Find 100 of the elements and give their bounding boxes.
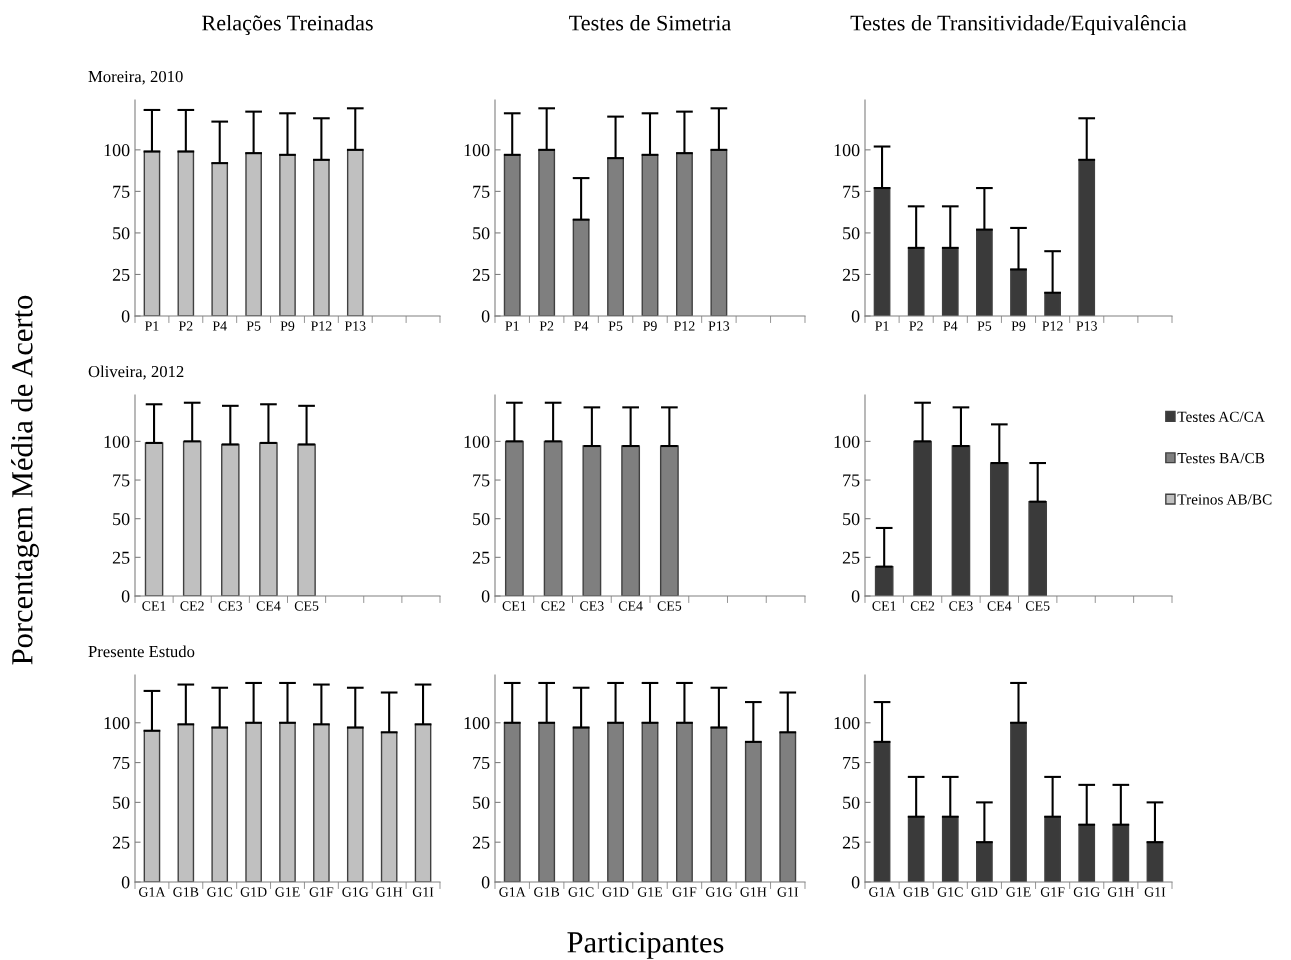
y-tick-label: 75 — [473, 474, 490, 487]
chart-title: Testes de Transitividade/Equivalência — [850, 14, 1187, 36]
x-tick-label: P1 — [505, 321, 519, 331]
y-tick-label: 75 — [843, 757, 860, 770]
y-tick-label: 50 — [113, 227, 130, 240]
chart-subtitle: Oliveira, 2012 — [88, 365, 184, 380]
chart-title: Relações Treinadas — [202, 14, 373, 36]
y-tick-label: 25 — [842, 268, 860, 281]
y-tick-label: 25 — [472, 836, 490, 849]
x-tick-label: P1 — [875, 321, 889, 331]
y-tick-label: 100 — [104, 144, 130, 157]
y-tick-label: 100 — [464, 144, 490, 157]
x-tick-label: CE5 — [657, 601, 682, 611]
y-tick-label: 25 — [112, 551, 130, 564]
x-tick-label: P2 — [178, 321, 193, 331]
x-tick-label: CE5 — [294, 601, 319, 611]
x-tick-label: P4 — [574, 321, 589, 331]
x-tick-label: CE2 — [180, 601, 204, 611]
chart-title: Testes de Simetria — [569, 14, 731, 31]
x-tick-label: P4 — [943, 321, 958, 331]
y-tick-label: 25 — [112, 268, 130, 281]
x-tick-label: P12 — [1042, 321, 1063, 331]
y-tick-label: 50 — [843, 512, 860, 526]
y-tick-label: 50 — [113, 796, 130, 809]
y-tick-label: 25 — [842, 836, 860, 849]
x-tick-label: G1D — [971, 887, 998, 897]
x-tick-label: G1C — [207, 887, 233, 897]
y-tick-label: 50 — [473, 227, 490, 240]
y-tick-label: 75 — [843, 474, 860, 487]
legend-label: Testes BA/CB — [1177, 453, 1265, 464]
legend-label: Treinos AB/BC — [1177, 494, 1272, 505]
x-tick-label: G1D — [602, 887, 629, 897]
y-tick-label: 25 — [842, 551, 860, 564]
x-tick-label: G1E — [1006, 887, 1031, 897]
legend-label: Testes AC/CA — [1177, 411, 1265, 422]
x-tick-label: G1B — [173, 887, 199, 897]
y-tick-label: 75 — [113, 185, 130, 198]
x-tick-label: P13 — [344, 321, 366, 331]
x-tick-label: G1B — [534, 887, 560, 897]
x-tick-label: G1H — [1107, 887, 1134, 897]
y-tick-label: 25 — [112, 836, 130, 849]
x-tick-label: CE4 — [256, 601, 281, 611]
x-tick-label: CE3 — [218, 601, 243, 611]
y-tick-label: 75 — [113, 757, 130, 770]
x-tick-label: P13 — [1076, 321, 1097, 331]
y-tick-label: 0 — [851, 310, 860, 323]
y-tick-label: 100 — [834, 717, 860, 730]
x-tick-label: G1D — [240, 887, 267, 897]
chart-subtitle: Moreira, 2010 — [88, 70, 183, 85]
y-tick-label: 50 — [473, 512, 490, 526]
x-tick-label: P9 — [280, 321, 295, 331]
x-tick-label: G1C — [568, 887, 594, 897]
x-tick-label: G1E — [275, 887, 300, 897]
x-tick-label: G1G — [705, 887, 732, 897]
x-tick-label: P9 — [643, 321, 657, 331]
y-tick-label: 100 — [104, 717, 130, 730]
x-tick-label: G1G — [342, 887, 369, 897]
y-axis-title: Porcentagem Média de Acerto — [11, 295, 39, 665]
x-tick-label: P9 — [1011, 321, 1026, 331]
y-tick-label: 100 — [104, 435, 130, 448]
x-tick-label: P2 — [909, 321, 923, 331]
x-tick-label: G1F — [1040, 887, 1065, 897]
x-tick-label: G1I — [777, 887, 799, 897]
x-tick-label: G1C — [937, 887, 963, 897]
x-tick-label: G1F — [309, 887, 334, 897]
x-tick-label: CE3 — [949, 601, 973, 611]
y-tick-label: 100 — [834, 435, 860, 448]
y-tick-label: 100 — [464, 717, 490, 730]
x-tick-label: G1I — [1144, 887, 1166, 897]
y-tick-label: 0 — [481, 590, 490, 603]
x-tick-label: P5 — [608, 321, 623, 331]
y-tick-label: 100 — [834, 144, 860, 157]
x-tick-label: G1B — [903, 887, 929, 897]
x-tick-label: G1A — [869, 887, 896, 897]
x-tick-label: P2 — [539, 321, 554, 331]
y-tick-label: 0 — [851, 590, 860, 603]
y-tick-label: 0 — [121, 590, 130, 603]
y-tick-label: 75 — [473, 185, 490, 198]
x-tick-label: P4 — [212, 321, 227, 331]
x-tick-label: CE1 — [142, 601, 166, 611]
x-tick-label: P12 — [310, 321, 332, 331]
x-tick-label: G1I — [412, 887, 434, 897]
y-tick-label: 0 — [121, 876, 130, 889]
x-tick-label: G1A — [139, 887, 166, 897]
y-tick-label: 75 — [473, 757, 490, 770]
x-tick-label: G1A — [499, 887, 526, 897]
x-axis-title: Participantes — [567, 932, 724, 959]
x-tick-label: P13 — [708, 321, 730, 331]
x-tick-label: CE1 — [872, 601, 896, 611]
chart-subtitle: Presente Estudo — [88, 645, 195, 658]
x-tick-label: G1E — [637, 887, 663, 897]
x-tick-label: P12 — [674, 321, 695, 331]
y-tick-label: 50 — [113, 512, 130, 526]
x-tick-label: P5 — [977, 321, 992, 331]
y-tick-label: 75 — [113, 474, 130, 487]
x-tick-label: CE3 — [580, 601, 604, 611]
y-tick-label: 50 — [473, 796, 490, 809]
x-tick-label: CE2 — [910, 601, 935, 611]
x-tick-label: CE5 — [1025, 601, 1050, 611]
y-tick-label: 0 — [481, 876, 490, 889]
